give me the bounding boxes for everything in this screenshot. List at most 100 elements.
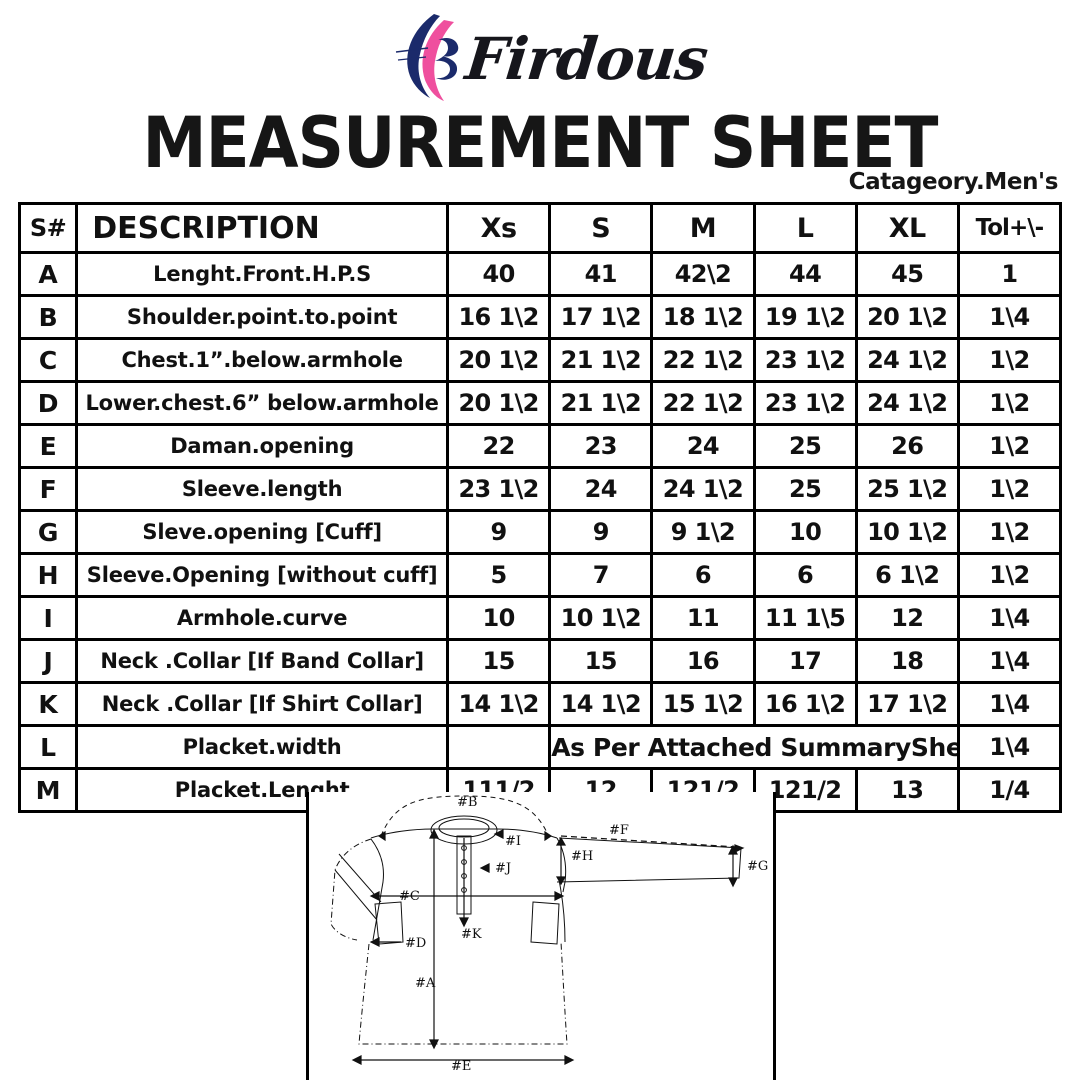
measurement-table: S# DESCRIPTION Xs S M L XL Tol+\- A Lengh…: [17, 202, 1063, 813]
table-row: A Lenght.Front.H.P.S 40 41 42\2 44 45 1: [17, 251, 1063, 297]
row-serial: I: [17, 595, 79, 641]
row-serial: L: [17, 724, 79, 770]
cell-xl: 13: [854, 767, 960, 813]
diagram-callout-g: #G: [747, 859, 768, 874]
table-row: F Sleeve.length 23 1\2 24 24 1\2 25 25 1\2 1\2: [17, 466, 1063, 512]
cell-s: 15: [548, 638, 654, 684]
cell-xl: 45: [854, 251, 960, 297]
table-row: J Neck .Collar [If Band Collar] 15 15 16 17 18…: [17, 638, 1063, 684]
cell-xs: 20 1\2: [446, 380, 552, 426]
cell-m: 42\2: [650, 251, 756, 297]
column-header-s: S: [548, 202, 654, 254]
diagram-callout-f: #F: [609, 823, 629, 838]
cell-xs: 40: [446, 251, 552, 297]
cell-s: 9: [548, 509, 654, 555]
cell-m: 24 1\2: [650, 466, 756, 512]
column-header-description: DESCRIPTION: [75, 202, 450, 254]
cell-xs: [446, 724, 552, 770]
cell-m: 9 1\2: [650, 509, 756, 555]
table-row: E Daman.opening 22 23 24 25 26 1\2: [17, 423, 1063, 469]
cell-xl: 12: [854, 595, 960, 641]
cell-tolerance: 1\2: [956, 466, 1063, 512]
row-description: Lower.chest.6” below.armhole: [75, 380, 450, 426]
row-description: Chest.1”.below.armhole: [75, 337, 450, 383]
cell-s: 41: [548, 251, 654, 297]
cell-xs: 10: [446, 595, 552, 641]
table-row: D Lower.chest.6” below.armhole 20 1\2 21 1\…: [17, 380, 1063, 426]
row-description: Shoulder.point.to.point: [75, 294, 450, 340]
category-label: Catageory.Men's: [848, 169, 1059, 195]
row-serial: G: [17, 509, 79, 555]
row-description: Sleve.opening [Cuff]: [75, 509, 450, 555]
diagram-callout-d: #D: [405, 936, 426, 951]
table-row: L Placket.width As Per Attached SummaryShe…: [17, 724, 1063, 770]
row-description: Lenght.Front.H.P.S: [75, 251, 450, 297]
measurement-table-wrap: S# DESCRIPTION Xs S M L XL Tol+\- A Lengh…: [17, 202, 1063, 813]
cell-l: 19 1\2: [752, 294, 858, 340]
row-serial: H: [17, 552, 79, 598]
row-description: Daman.opening: [75, 423, 450, 469]
cell-xl: 10 1\2: [854, 509, 960, 555]
cell-xs: 23 1\2: [446, 466, 552, 512]
cell-s: 10 1\2: [548, 595, 654, 641]
cell-tolerance: 1\4: [956, 724, 1063, 770]
table-row: H Sleeve.Opening [without cuff] 5 7 6 6 6 1\2 1…: [17, 552, 1063, 598]
table-row: I Armhole.curve 10 10 1\2 11 11 1\5 12 1\4: [17, 595, 1063, 641]
table-row: G Sleve.opening [Cuff] 9 9 9 1\2 10 10 1\2 1\2: [17, 509, 1063, 555]
column-header-sn: S#: [17, 202, 79, 254]
cell-s: 23: [548, 423, 654, 469]
page-title: MEASUREMENT SHEET: [142, 102, 938, 184]
row-serial: M: [17, 767, 79, 813]
table-header-row: S# DESCRIPTION Xs S M L XL Tol+\-: [17, 202, 1063, 254]
cell-l: 17: [752, 638, 858, 684]
row-description: Placket.width: [75, 724, 450, 770]
brand-name: Firdous: [462, 25, 710, 93]
column-header-tolerance: Tol+\-: [956, 202, 1063, 254]
column-header-m: M: [650, 202, 756, 254]
cell-l: 16 1\2: [752, 681, 858, 727]
cell-m: 22 1\2: [650, 380, 756, 426]
cell-xs: 9: [446, 509, 552, 555]
garment-diagram: #B #I #J #K #C #D #A #E #F #H #G: [306, 792, 776, 1080]
cell-m: 11: [650, 595, 756, 641]
row-serial: D: [17, 380, 79, 426]
diagram-callout-h: #H: [571, 849, 593, 864]
cell-xs: 20 1\2: [446, 337, 552, 383]
diagram-callout-a: #A: [415, 976, 436, 991]
cell-xl: 18: [854, 638, 960, 684]
cell-tolerance: 1\2: [956, 380, 1063, 426]
diagram-callout-b: #B: [457, 795, 477, 810]
diagram-callout-j: #J: [495, 861, 511, 876]
cell-tolerance: 1: [956, 251, 1063, 297]
brand-logo: Firdous: [0, 0, 1080, 112]
row-serial: J: [17, 638, 79, 684]
cell-tolerance: 1\2: [956, 337, 1063, 383]
cell-xs: 22: [446, 423, 552, 469]
row-description: Sleeve.length: [75, 466, 450, 512]
column-header-xs: Xs: [446, 202, 552, 254]
cell-l: 23 1\2: [752, 380, 858, 426]
cell-m: 22 1\2: [650, 337, 756, 383]
cell-l: 10: [752, 509, 858, 555]
table-body: A Lenght.Front.H.P.S 40 41 42\2 44 45 1 B Shoulde…: [17, 251, 1063, 813]
diagram-callout-i: #I: [505, 834, 521, 849]
cell-l: 23 1\2: [752, 337, 858, 383]
diagram-callout-k: #K: [461, 927, 482, 942]
cell-xs: 5: [446, 552, 552, 598]
cell-m: 18 1\2: [650, 294, 756, 340]
cell-xl: 6 1\2: [854, 552, 960, 598]
row-serial: E: [17, 423, 79, 469]
cell-s: 7: [548, 552, 654, 598]
cell-l: 11 1\5: [752, 595, 858, 641]
row-serial: F: [17, 466, 79, 512]
cell-m: 6: [650, 552, 756, 598]
title-block: MEASUREMENT SHEET Catageory.Men's: [0, 108, 1080, 198]
cell-s: 21 1\2: [548, 380, 654, 426]
cell-xl: 20 1\2: [854, 294, 960, 340]
diagram-callout-c: #C: [399, 889, 420, 904]
cell-s: 17 1\2: [548, 294, 654, 340]
row-serial: B: [17, 294, 79, 340]
cell-xl: 17 1\2: [854, 681, 960, 727]
cell-tolerance: 1\2: [956, 423, 1063, 469]
cell-s: 24: [548, 466, 654, 512]
